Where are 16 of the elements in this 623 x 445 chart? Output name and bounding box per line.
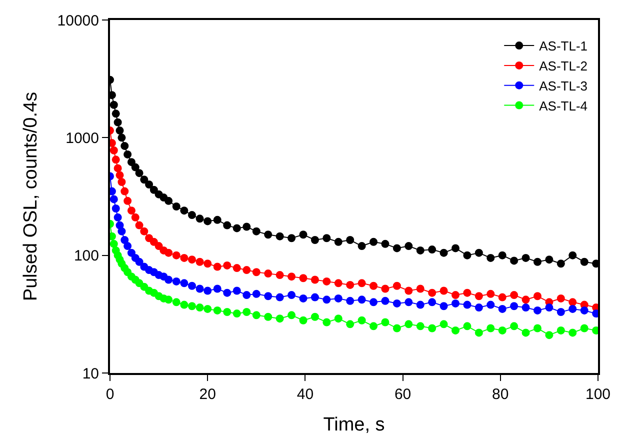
y-axis-title: Pulsed OSL, counts/0.4s	[20, 92, 42, 302]
x-tick-label: 60	[394, 386, 412, 403]
y-tick-label: 100	[74, 248, 99, 265]
y-tick-label: 1000	[66, 130, 99, 147]
legend-label: AS-TL-1	[539, 38, 588, 54]
x-tick-label: 100	[585, 386, 611, 403]
x-tick-label: 80	[492, 386, 509, 403]
legend-label: AS-TL-2	[539, 58, 588, 74]
x-tick-label: 0	[106, 386, 114, 403]
y-tick-label: 10000	[57, 12, 99, 30]
legend-label: AS-TL-3	[539, 78, 588, 94]
x-axis-title: Time, s	[323, 414, 385, 436]
x-tick-label: 20	[199, 386, 216, 403]
y-tick-label: 10	[82, 365, 99, 382]
legend-label: AS-TL-4	[539, 98, 588, 114]
x-tick-label: 40	[296, 386, 314, 403]
